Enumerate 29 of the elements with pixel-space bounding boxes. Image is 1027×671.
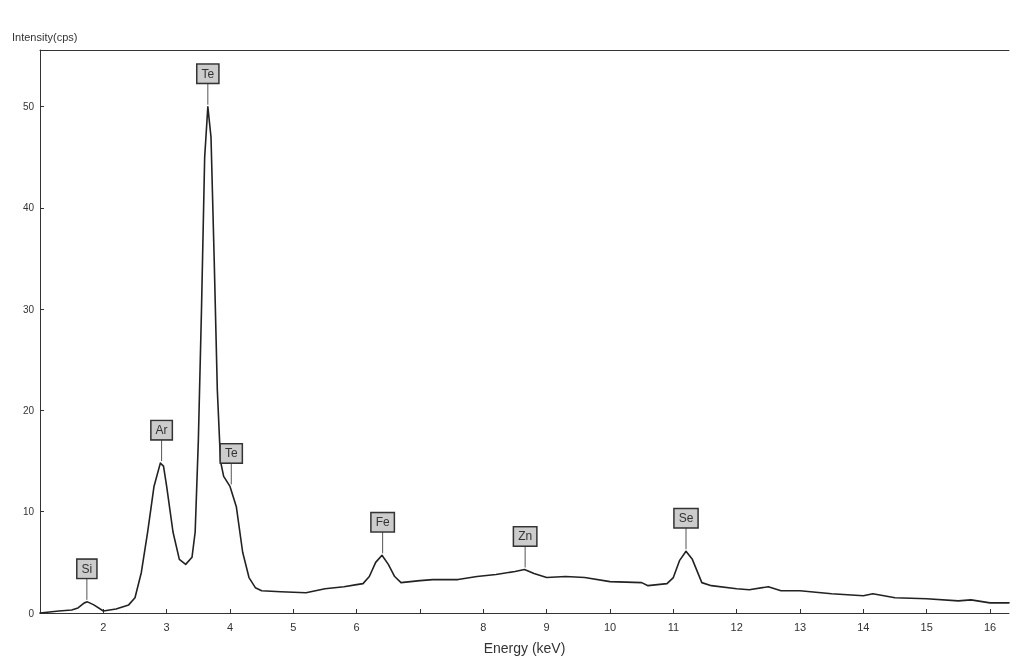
y-tick-label: 30 bbox=[22, 303, 35, 315]
x-axis-title: Energy (keV) bbox=[483, 640, 566, 656]
y-axis-title: Intensity(cps) bbox=[12, 30, 78, 43]
x-tick-label: 16 bbox=[983, 620, 997, 633]
y-tick-label: 40 bbox=[22, 202, 35, 214]
x-tick-label: 4 bbox=[226, 620, 234, 633]
annotation: Fe bbox=[375, 515, 390, 530]
y-tick-label: 0 bbox=[28, 607, 35, 619]
annotation: Se bbox=[678, 511, 694, 526]
y-tick-label: 50 bbox=[22, 101, 35, 113]
annotation: Zn bbox=[518, 529, 533, 544]
x-tick-label: 6 bbox=[353, 620, 360, 633]
x-tick-label: 13 bbox=[793, 620, 807, 633]
x-tick-label: 3 bbox=[163, 620, 170, 633]
x-tick-label: 11 bbox=[667, 620, 680, 633]
y-tick-label: 20 bbox=[22, 404, 35, 416]
x-tick-label: 12 bbox=[730, 620, 743, 633]
x-tick-label: 8 bbox=[480, 620, 487, 633]
x-tick-label: 14 bbox=[857, 620, 870, 633]
annotation: Ar bbox=[155, 423, 168, 438]
x-tick-label: 9 bbox=[543, 620, 550, 633]
y-tick-label: 10 bbox=[22, 506, 35, 518]
x-tick-label: 15 bbox=[920, 620, 933, 633]
x-tick-label: 5 bbox=[290, 620, 297, 633]
x-tick-label: 2 bbox=[100, 620, 107, 633]
x-tick-label: 10 bbox=[603, 620, 617, 633]
annotation: Te bbox=[224, 446, 238, 461]
annotation: Si bbox=[81, 561, 93, 576]
annotation: Te bbox=[201, 66, 215, 81]
